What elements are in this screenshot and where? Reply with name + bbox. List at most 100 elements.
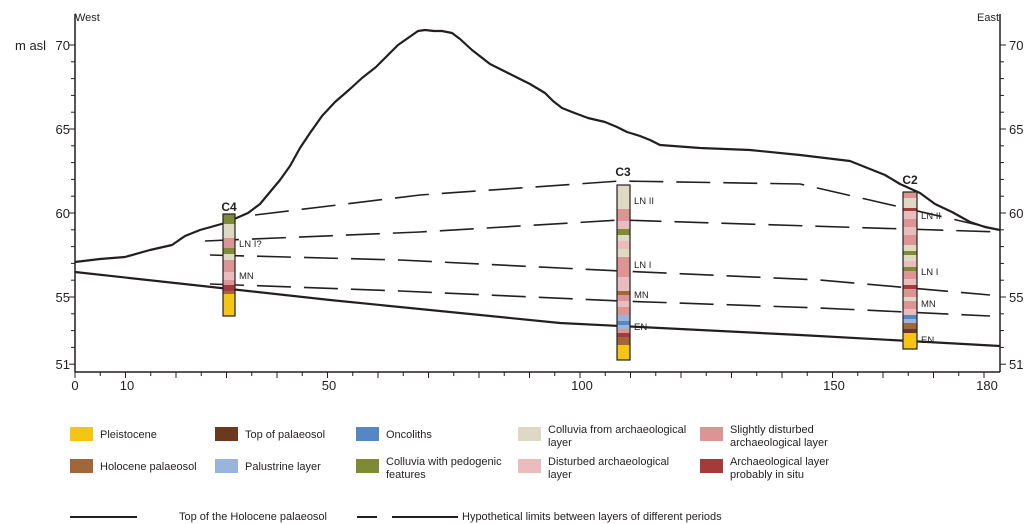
x-tick-label: 100 (571, 378, 593, 393)
core-segment (617, 185, 630, 209)
core-segment (903, 192, 917, 198)
legend-label-pleistocene: Pleistocene (100, 429, 157, 441)
core-segment (617, 315, 630, 321)
right-tick-label: 70 (1009, 38, 1023, 53)
x-tick-label: 0 (71, 378, 78, 393)
x-tick-label: 150 (823, 378, 845, 393)
legend-swatch-pleistocene (70, 427, 93, 441)
core-segment (903, 271, 917, 279)
core-layer-label: EN (634, 322, 647, 333)
left-tick-label: 65 (56, 122, 70, 137)
core-segment (223, 214, 235, 224)
legend-label-in-situ: Archaeological layer probably in situ (730, 456, 830, 481)
legend-label-top-of-palaeosol: Top of palaeosol (245, 429, 325, 441)
core-segment (903, 255, 917, 261)
legend-label-disturbed: Disturbed archaeological layer (548, 456, 670, 481)
core-segment (223, 238, 235, 248)
core-segment (903, 323, 917, 329)
legend-label-palustrine: Palustrine layer (245, 461, 321, 473)
core-segment (617, 325, 630, 329)
hypothetical-limit-mn-en (209, 283, 991, 317)
core-segment (617, 277, 630, 291)
legend-swatch-slightly-disturbed (700, 427, 723, 441)
core-segment (223, 260, 235, 272)
core-segment (617, 295, 630, 301)
core-segment (223, 224, 235, 238)
core-segment (617, 329, 630, 333)
core-layer-label: MN (239, 271, 254, 282)
core-layer-label: EN (921, 335, 934, 346)
core-segment (903, 279, 917, 285)
core-segment (617, 307, 630, 315)
legend: Pleistocene Top of palaeosol Oncoliths C… (70, 424, 830, 523)
left-tick-label: 70 (56, 38, 70, 53)
core-segment (223, 248, 235, 254)
core-segment (903, 211, 917, 219)
core-segment (903, 219, 917, 227)
legend-swatch-colluvia-pedogenic (356, 459, 379, 473)
core-segment (903, 285, 917, 289)
core-segment (617, 229, 630, 235)
right-tick-label: 51 (1009, 357, 1023, 372)
x-tick-label: 50 (322, 378, 336, 393)
core-layer-label: LN I (921, 267, 938, 278)
core-segment (223, 285, 235, 291)
core-c2-title: C2 (902, 173, 918, 187)
core-layer-label: MN (634, 290, 649, 301)
core-segment (903, 315, 917, 319)
core-segment (617, 301, 630, 307)
palaeosol-top-line (74, 270, 1001, 348)
right-tick-label: 65 (1009, 122, 1023, 137)
core-layer-label: MN (921, 299, 936, 310)
core-segment (903, 289, 917, 297)
core-segment (617, 249, 630, 257)
core-c4-title: C4 (221, 200, 237, 214)
hypothetical-limit-ln2-ln1 (204, 219, 1001, 242)
core-segment (903, 301, 917, 309)
core-segment (223, 254, 235, 260)
core-layer-label: LN I? (239, 239, 262, 250)
core-outline (222, 213, 236, 317)
core-segment (223, 294, 235, 316)
left-tick-labels: 70 65 60 55 51 (56, 38, 70, 372)
core-segment (903, 235, 917, 245)
legend-label-hypothetical-limits: Hypothetical limits between layers of di… (462, 511, 722, 523)
core-outline (902, 191, 918, 350)
core-segment (223, 272, 235, 280)
plot-frame (74, 14, 1001, 373)
legend-label-colluvia-archaeological: Colluvia from archaeological layer (548, 424, 687, 449)
legend-label-colluvia-pedogenic: Colluvia with pedogenic features (386, 456, 502, 481)
x-tick-label: 180 (976, 378, 998, 393)
core-segment (617, 221, 630, 229)
core-segment (903, 198, 917, 208)
core-c4 (222, 213, 236, 317)
core-segment (617, 321, 630, 325)
core-segment (617, 337, 630, 345)
core-segment (617, 291, 630, 295)
core-segment (223, 280, 235, 285)
core-segment (617, 241, 630, 249)
core-segment (617, 333, 630, 337)
legend-swatch-disturbed (518, 459, 541, 473)
core-segment (903, 333, 917, 349)
minor-ticks (69, 44, 1006, 378)
surface-profile-line (74, 28, 1001, 264)
east-label: East (977, 12, 999, 24)
legend-label-oncoliths: Oncoliths (386, 429, 432, 441)
core-segment (903, 309, 917, 315)
legend-swatch-top-of-palaeosol (215, 427, 238, 441)
core-segment (223, 291, 235, 294)
core-segment (903, 227, 917, 235)
core-segment (617, 257, 630, 277)
legend-swatch-oncoliths (356, 427, 379, 441)
y-unit-label: m asl (15, 38, 46, 53)
core-segment (903, 329, 917, 333)
core-layer-label: LN I (634, 260, 651, 271)
core-segment (903, 297, 917, 301)
hypothetical-limit-lines (204, 180, 1001, 317)
x-tick-label: 10 (120, 378, 134, 393)
core-layer-labels: LN I? MN LN II LN I MN EN LN II LN I MN … (239, 196, 941, 346)
legend-swatch-colluvia-archaeological (518, 427, 541, 441)
left-tick-label: 51 (56, 357, 70, 372)
